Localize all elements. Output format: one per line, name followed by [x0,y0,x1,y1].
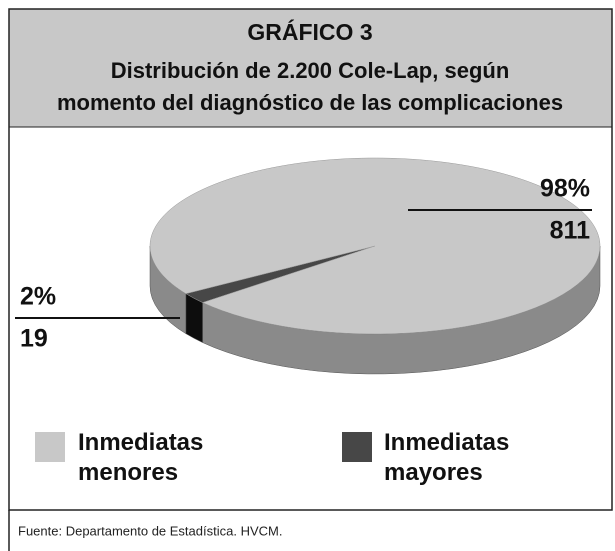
legend-label: Inmediatas menores [78,429,204,486]
value-label: 98% [540,175,590,203]
pie [149,157,601,375]
count-label: 19 [20,325,48,353]
chart-title: GRÁFICO 3 [247,18,372,45]
source-note: Fuente: Departamento de Estadística. HVC… [18,523,282,538]
header-bg [9,9,612,127]
count-label: 811 [550,217,590,245]
chart-subtitle: Distribución de 2.200 Cole-Lap, según [111,58,510,83]
legend-swatch [35,432,65,462]
frame [8,8,613,511]
legend-label: Inmediatas mayores [384,429,510,486]
chart-subtitle: momento del diagnóstico de las complicac… [57,90,563,115]
legend-swatch [342,432,372,462]
value-label: 2% [20,283,56,311]
pie-slice [149,157,601,335]
